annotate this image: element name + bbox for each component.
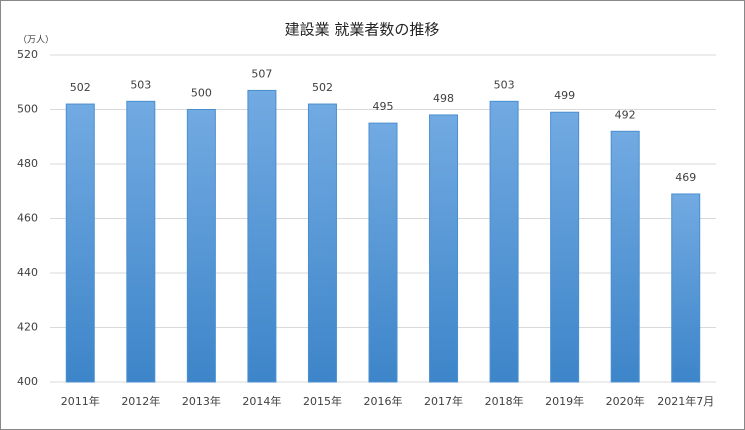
x-tick-label: 2011年 — [61, 394, 100, 408]
data-label: 498 — [433, 92, 454, 105]
bar — [307, 103, 337, 383]
bar — [247, 89, 277, 383]
x-tick-label: 2021年7月 — [657, 394, 714, 408]
y-tick-label: 480 — [17, 157, 38, 170]
data-label: 499 — [554, 89, 575, 102]
data-label: 503 — [130, 78, 151, 91]
x-tick-label: 2020年 — [606, 394, 645, 408]
y-tick-label: 400 — [17, 375, 38, 388]
chart-title: 建設業 就業者数の推移 — [285, 21, 440, 39]
x-tick-label: 2018年 — [485, 394, 524, 408]
y-tick-label: 440 — [17, 266, 38, 279]
bar — [186, 109, 216, 383]
data-label: 503 — [494, 78, 515, 91]
data-label: 502 — [312, 81, 333, 94]
bar — [671, 193, 701, 383]
x-tick-label: 2013年 — [182, 394, 221, 408]
x-tick-label: 2019年 — [545, 394, 584, 408]
data-label: 492 — [615, 108, 636, 121]
x-tick-label: 2014年 — [242, 394, 281, 408]
x-tick-label: 2016年 — [364, 394, 403, 408]
data-label: 469 — [675, 171, 696, 184]
x-tick-label: 2012年 — [121, 394, 160, 408]
bar — [550, 111, 580, 383]
data-label: 502 — [70, 81, 91, 94]
x-tick-label: 2015年 — [303, 394, 342, 408]
bar — [429, 114, 459, 383]
bar — [610, 130, 640, 383]
data-label: 495 — [373, 100, 394, 113]
y-unit: （万人） — [18, 35, 54, 46]
y-tick-label: 520 — [17, 48, 38, 61]
data-label: 507 — [251, 67, 272, 80]
bar — [489, 100, 519, 383]
bar — [126, 100, 156, 383]
bar — [368, 122, 398, 383]
y-tick-label: 460 — [17, 212, 38, 225]
bar — [65, 103, 95, 383]
x-tick-label: 2017年 — [424, 394, 463, 408]
y-tick-label: 500 — [17, 103, 38, 116]
y-tick-label: 420 — [17, 321, 38, 334]
data-label: 500 — [191, 87, 212, 100]
